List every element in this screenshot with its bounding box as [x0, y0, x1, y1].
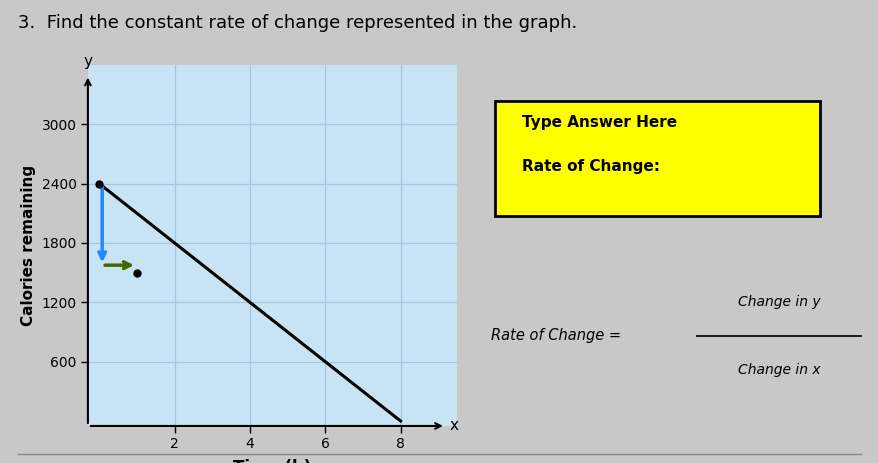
Text: Change in y: Change in y [738, 294, 820, 309]
Text: 3.  Find the constant rate of change represented in the graph.: 3. Find the constant rate of change repr… [18, 14, 576, 32]
Text: y: y [83, 54, 92, 69]
Text: Change in x: Change in x [738, 363, 820, 377]
Text: Type Answer Here: Type Answer Here [522, 115, 676, 131]
X-axis label: Time (h): Time (h) [233, 459, 312, 463]
Text: x: x [449, 419, 458, 433]
Text: Rate of Change:: Rate of Change: [522, 159, 659, 174]
Y-axis label: Calories remaining: Calories remaining [21, 165, 36, 326]
Text: Rate of Change =: Rate of Change = [491, 328, 625, 343]
FancyBboxPatch shape [494, 101, 819, 217]
